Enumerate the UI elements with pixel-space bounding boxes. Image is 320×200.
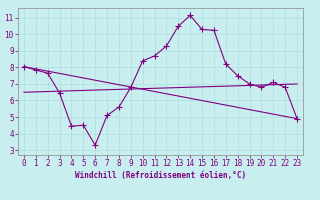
X-axis label: Windchill (Refroidissement éolien,°C): Windchill (Refroidissement éolien,°C) <box>75 171 246 180</box>
